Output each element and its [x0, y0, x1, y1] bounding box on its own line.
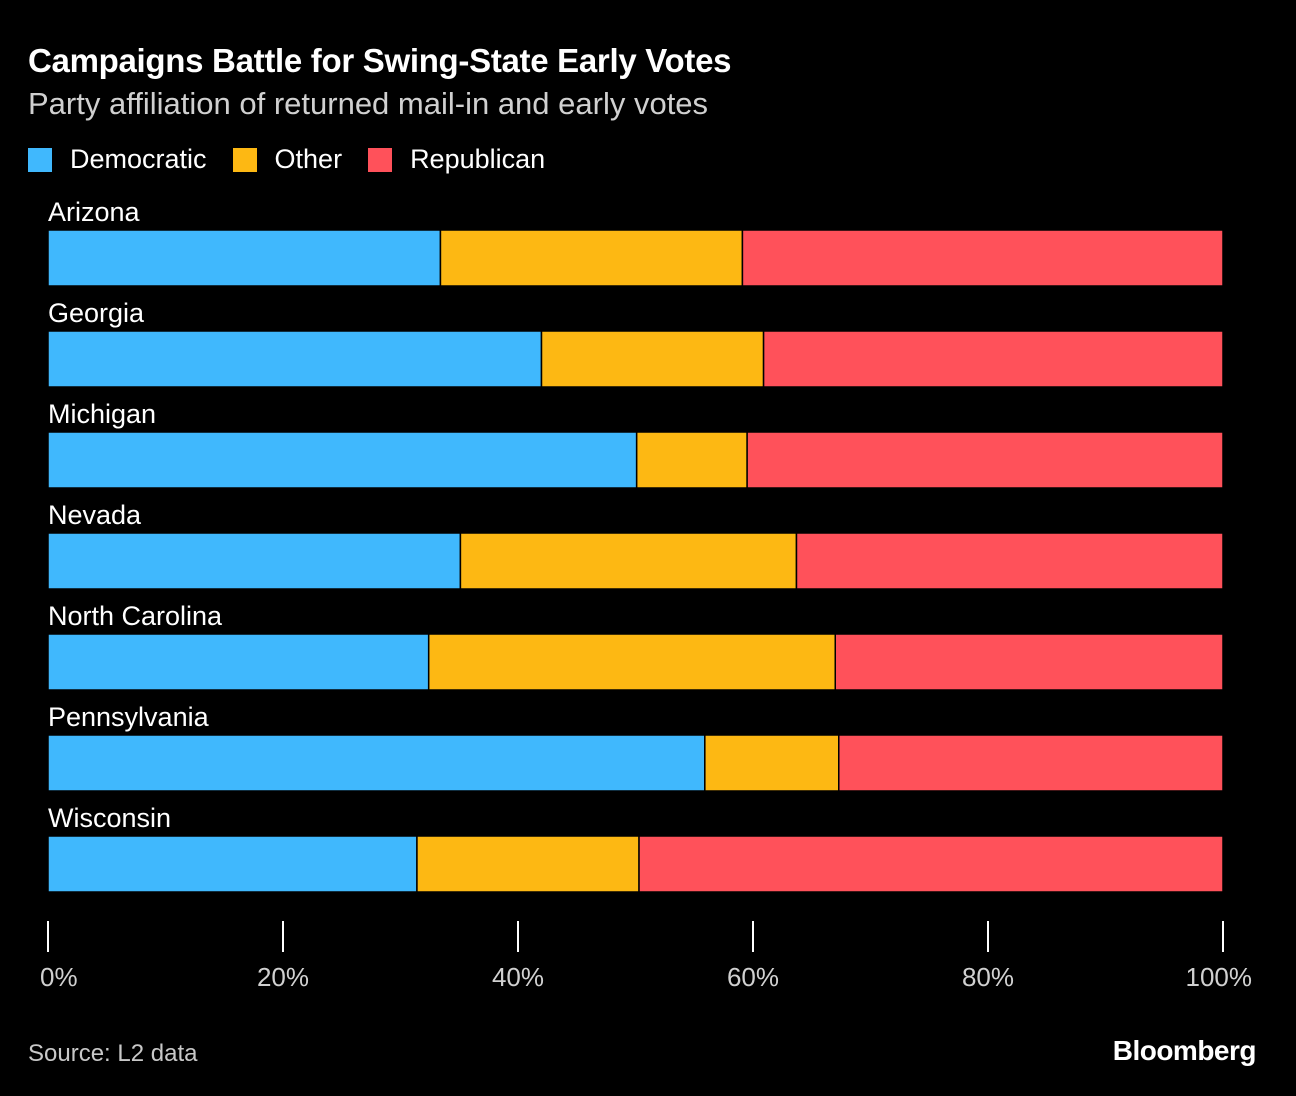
legend-label: Democratic	[70, 144, 207, 174]
x-tick-label: 20%	[257, 962, 309, 992]
x-tick-label: 0%	[40, 962, 78, 992]
category-label: Georgia	[48, 298, 145, 328]
bar-other-wisconsin	[416, 835, 640, 893]
legend-item-democratic: Democratic	[28, 144, 207, 175]
legend-item-other: Other	[232, 144, 343, 175]
legend: Democratic Other Republican	[28, 144, 571, 175]
bar-democratic-wisconsin	[47, 835, 418, 893]
bar-other-michigan	[635, 431, 748, 489]
legend-swatch	[28, 147, 52, 172]
category-label: Pennsylvania	[48, 702, 210, 732]
bar-other-nevada	[459, 532, 798, 590]
bar-democratic-georgia	[47, 330, 543, 388]
bar-republican-nevada	[795, 532, 1224, 590]
bar-democratic-michigan	[47, 431, 638, 489]
chart-subtitle: Party affiliation of returned mail-in an…	[28, 86, 709, 121]
category-label: North Carolina	[48, 601, 223, 631]
bloomberg-logo: Bloomberg	[1112, 1035, 1257, 1066]
legend-swatch	[368, 147, 393, 172]
legend-item-republican: Republican	[368, 144, 545, 175]
bar-democratic-north-carolina	[47, 633, 430, 691]
category-label: Arizona	[48, 197, 141, 227]
category-label: Wisconsin	[48, 803, 171, 833]
bar-other-pennsylvania	[704, 734, 840, 792]
legend-label: Republican	[410, 144, 546, 174]
bar-democratic-pennsylvania	[47, 734, 706, 792]
category-label: Nevada	[48, 500, 142, 530]
bar-other-north-carolina	[427, 633, 836, 691]
x-tick-label: 60%	[727, 962, 779, 992]
bar-republican-arizona	[741, 229, 1224, 287]
bar-democratic-nevada	[47, 532, 462, 590]
chart-title: Campaigns Battle for Swing-State Early V…	[28, 42, 732, 79]
source-note: Source: L2 data	[28, 1040, 198, 1067]
legend-swatch	[232, 147, 257, 172]
category-label: Michigan	[48, 399, 156, 429]
x-tick-label: 40%	[492, 962, 544, 992]
bar-republican-georgia	[762, 330, 1224, 388]
bar-other-arizona	[439, 229, 744, 287]
legend-label: Other	[274, 144, 343, 174]
bar-republican-wisconsin	[638, 835, 1224, 893]
bar-republican-michigan	[746, 431, 1224, 489]
bar-democratic-arizona	[47, 229, 442, 287]
bar-republican-pennsylvania	[838, 734, 1224, 792]
x-tick-label: 80%	[962, 962, 1014, 992]
x-tick-label: 100%	[1186, 962, 1253, 992]
bar-other-georgia	[540, 330, 765, 388]
bar-republican-north-carolina	[834, 633, 1224, 691]
